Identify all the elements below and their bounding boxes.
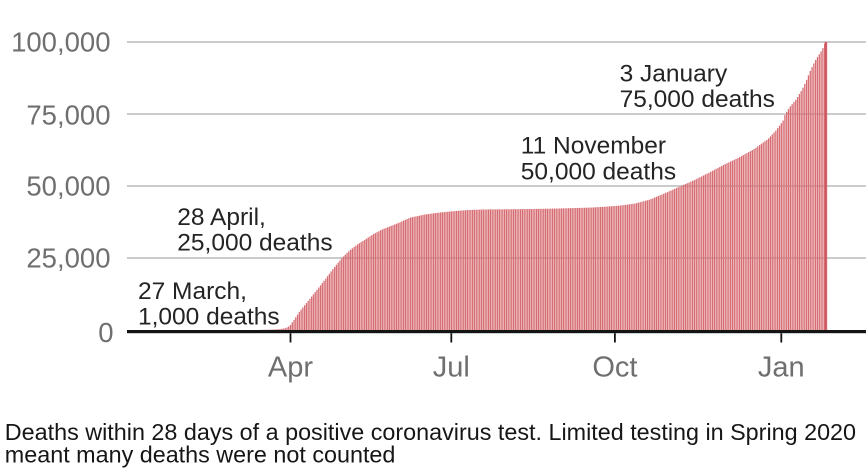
svg-text:25,000: 25,000 xyxy=(26,243,110,274)
svg-text:50,000: 50,000 xyxy=(26,171,110,202)
svg-text:1,000 deaths: 1,000 deaths xyxy=(138,304,280,331)
svg-text:25,000 deaths: 25,000 deaths xyxy=(177,229,332,256)
svg-text:3 January: 3 January xyxy=(620,61,728,88)
svg-text:50,000 deaths: 50,000 deaths xyxy=(521,158,676,185)
svg-text:75,000 deaths: 75,000 deaths xyxy=(620,86,775,113)
svg-text:Apr: Apr xyxy=(268,351,313,383)
svg-text:75,000: 75,000 xyxy=(26,100,110,131)
svg-text:Deaths within 28 days of a pos: Deaths within 28 days of a positive coro… xyxy=(5,419,856,445)
svg-text:0: 0 xyxy=(98,317,113,348)
svg-text:Oct: Oct xyxy=(592,351,637,383)
svg-text:Jul: Jul xyxy=(433,351,470,383)
svg-text:100,000: 100,000 xyxy=(11,27,110,58)
svg-text:Jan: Jan xyxy=(758,351,805,383)
svg-text:meant many deaths were not cou: meant many deaths were not counted xyxy=(5,441,396,467)
svg-text:27 March,: 27 March, xyxy=(138,278,247,305)
svg-text:28 April,: 28 April, xyxy=(177,204,266,231)
svg-text:11 November: 11 November xyxy=(521,132,666,159)
